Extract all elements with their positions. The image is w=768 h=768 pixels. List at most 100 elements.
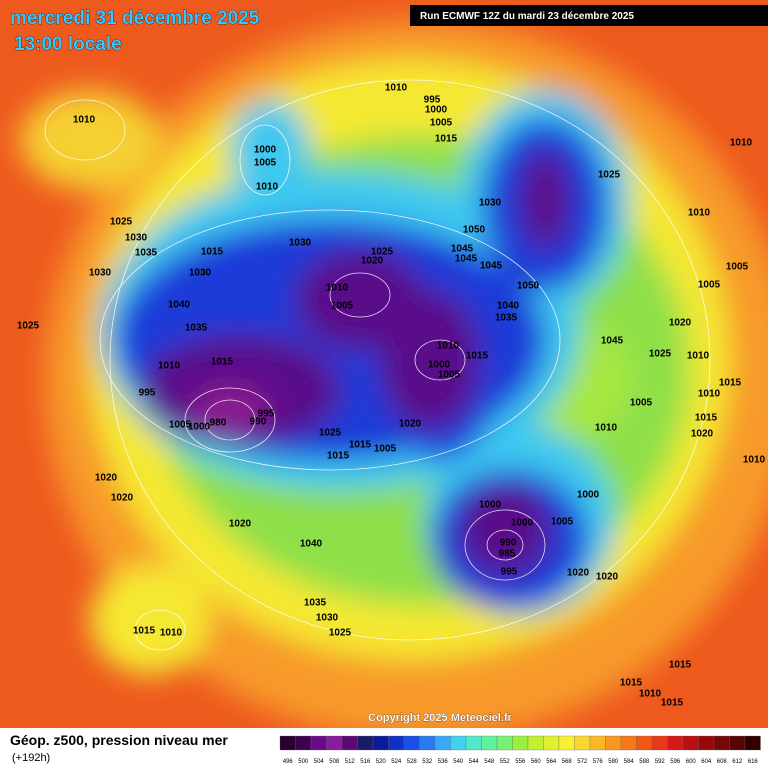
pressure-label: 1045 [455,254,478,265]
legend-scale-label: 524 [391,759,402,765]
pressure-label: 990 [500,538,517,549]
legend-swatch [279,735,296,751]
legend-swatch [527,735,544,751]
legend-scale-label: 540 [453,759,464,765]
field [0,0,768,740]
pressure-label: 1000 [577,490,600,501]
pressure-label: 1010 [687,351,710,362]
pressure-label: 1015 [435,134,458,145]
pressure-label: 1030 [189,268,212,279]
pressure-label: 1010 [730,138,753,149]
legend-scale-label: 536 [438,759,449,765]
pressure-label: 1005 [254,158,277,169]
pressure-label: 1010 [639,689,662,700]
legend-scale-label: 552 [500,759,511,765]
legend-scale-label: 596 [670,759,681,765]
legend-scale-label: 576 [593,759,604,765]
pressure-label: 1010 [595,423,618,434]
copyright: Copyright 2025 Meteociel.fr [368,712,512,724]
pressure-label: 1010 [743,455,766,466]
legend-swatch [589,735,606,751]
pressure-label: 1020 [361,256,384,267]
run-box [410,5,768,26]
legend-swatch [465,735,482,751]
pressure-label: 1050 [517,281,540,292]
pressure-label: 1000 [254,145,277,156]
pressure-label: 995 [139,388,156,399]
pressure-label: 1005 [551,517,574,528]
pressure-label: 1030 [125,233,148,244]
legend-scale-label: 612 [732,759,743,765]
pressure-label: 1015 [695,413,718,424]
legend-scale-label: 532 [422,759,433,765]
pressure-label: 1000 [425,105,448,116]
legend-scale-label: 564 [546,759,557,765]
pressure-label: 1040 [300,539,323,550]
legend-title: Géop. z500, pression niveau mer [10,732,228,748]
legend-scale-label: 616 [748,759,759,765]
pressure-label: 1015 [201,247,224,258]
pressure-label: 1015 [327,451,350,462]
pressure-label: 1025 [329,628,352,639]
pressure-label: 1020 [567,568,590,579]
pressure-label: 1030 [479,198,502,209]
pressure-label: 1010 [326,283,349,294]
pressure-label: 1005 [438,370,461,381]
legend-swatch [651,735,668,751]
legend-swatch [496,735,513,751]
legend-scale-label: 592 [655,759,666,765]
pressure-label: 1030 [89,268,112,279]
pressure-label: 1025 [371,247,394,258]
pressure-label: 1045 [601,336,624,347]
legend-swatch [481,735,498,751]
pressure-label: 1000 [428,360,451,371]
time: 13:00 locale [14,34,122,55]
legend-scale-label: 508 [329,759,340,765]
legend-scale-label: 528 [407,759,418,765]
legend-swatch [326,735,343,751]
pressure-label: 1010 [437,341,460,352]
legend-swatch [620,735,637,751]
legend-swatch [434,735,451,751]
pressure-label: 995 [501,567,518,578]
legend-swatch [512,735,529,751]
pressure-label: 1015 [211,357,234,368]
legend-swatch [682,735,699,751]
legend-swatch [698,735,715,751]
pressure-label: 1020 [95,473,118,484]
pressure-label: 1025 [319,428,342,439]
pressure-label: 995 [258,409,275,420]
pressure-label: 1050 [463,225,486,236]
legend-scale-label: 604 [701,759,712,765]
pressure-label: 1010 [160,628,183,639]
run-info: Run ECMWF 12Z du mardi 23 décembre 2025 [420,11,634,22]
legend-swatch [372,735,389,751]
pressure-label: 1010 [688,208,711,219]
legend-scale-label: 588 [639,759,650,765]
legend-scale-label: 556 [515,759,526,765]
pressure-label: 1015 [661,698,684,709]
pressure-label: 985 [499,549,516,560]
legend-swatch [667,735,684,751]
legend-swatch [543,735,560,751]
pressure-label: 1010 [158,361,181,372]
pressure-label: 1010 [698,389,721,400]
pressure-label: 1005 [630,398,653,409]
pressure-label: 1015 [669,660,692,671]
pressure-label: 1010 [385,83,408,94]
pressure-label: 1020 [691,429,714,440]
legend-swatch [295,735,312,751]
pressure-label: 1020 [669,318,692,329]
pressure-label: 990 [250,417,267,428]
legend-swatch [388,735,405,751]
legend-scale-label: 600 [686,759,697,765]
pressure-label: 1025 [649,349,672,360]
pressure-label: 1005 [698,280,721,291]
pressure-label: 1020 [399,419,422,430]
legend-swatch [450,735,467,751]
legend-swatch [558,735,575,751]
legend-swatch [341,735,358,751]
pressure-label: 1010 [73,115,96,126]
pressure-label: 995 [424,95,441,106]
